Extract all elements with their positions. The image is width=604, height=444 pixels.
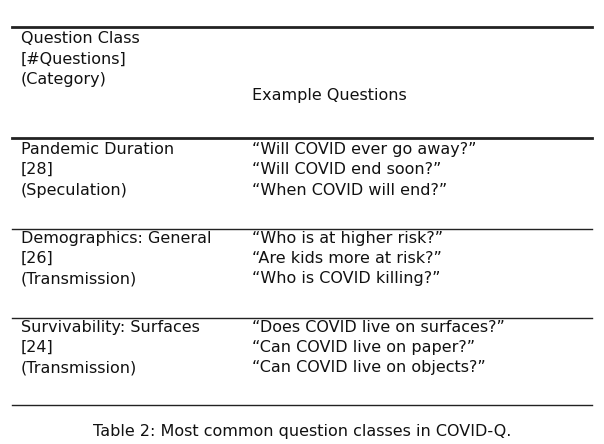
Text: Question Class
[#Questions]
(Category): Question Class [#Questions] (Category) [21, 31, 140, 87]
Text: Table 2: Most common question classes in COVID-Q.: Table 2: Most common question classes in… [93, 424, 511, 439]
Text: “Will COVID ever go away?”
“Will COVID end soon?”
“When COVID will end?”: “Will COVID ever go away?” “Will COVID e… [252, 142, 476, 198]
Text: “Does COVID live on surfaces?”
“Can COVID live on paper?”
“Can COVID live on obj: “Does COVID live on surfaces?” “Can COVI… [252, 320, 504, 375]
Text: Example Questions: Example Questions [252, 88, 406, 103]
Text: Demographics: General
[26]
(Transmission): Demographics: General [26] (Transmission… [21, 231, 211, 286]
Text: “Who is at higher risk?”
“Are kids more at risk?”
“Who is COVID killing?”: “Who is at higher risk?” “Are kids more … [252, 231, 443, 286]
Text: Pandemic Duration
[28]
(Speculation): Pandemic Duration [28] (Speculation) [21, 142, 174, 198]
Text: Survivability: Surfaces
[24]
(Transmission): Survivability: Surfaces [24] (Transmissi… [21, 320, 200, 375]
